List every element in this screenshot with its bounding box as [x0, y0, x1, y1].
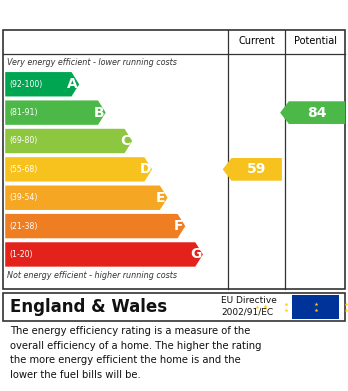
- Text: Energy Efficiency Rating: Energy Efficiency Rating: [9, 7, 211, 22]
- Text: Potential: Potential: [294, 36, 337, 46]
- Polygon shape: [5, 214, 185, 238]
- Polygon shape: [5, 100, 106, 125]
- Text: (39-54): (39-54): [9, 193, 38, 202]
- Text: (92-100): (92-100): [9, 80, 43, 89]
- Polygon shape: [223, 158, 282, 181]
- Text: England & Wales: England & Wales: [10, 298, 168, 316]
- Text: A: A: [67, 77, 78, 91]
- Text: 84: 84: [307, 106, 327, 120]
- Text: Very energy efficient - lower running costs: Very energy efficient - lower running co…: [7, 58, 177, 67]
- Polygon shape: [280, 101, 345, 124]
- Text: Current: Current: [238, 36, 275, 46]
- Text: F: F: [174, 219, 183, 233]
- Text: (81-91): (81-91): [9, 108, 38, 117]
- FancyBboxPatch shape: [292, 295, 339, 319]
- Text: (55-68): (55-68): [9, 165, 38, 174]
- Text: The energy efficiency rating is a measure of the
overall efficiency of a home. T: The energy efficiency rating is a measur…: [10, 326, 262, 380]
- Polygon shape: [5, 242, 203, 267]
- Text: EU Directive
2002/91/EC: EU Directive 2002/91/EC: [221, 296, 277, 317]
- Text: Not energy efficient - higher running costs: Not energy efficient - higher running co…: [7, 271, 177, 280]
- Polygon shape: [5, 157, 152, 181]
- Polygon shape: [5, 129, 132, 153]
- Text: C: C: [120, 134, 131, 148]
- Polygon shape: [5, 186, 167, 210]
- Bar: [3, 293, 345, 321]
- Text: G: G: [191, 248, 202, 262]
- Text: B: B: [94, 106, 104, 120]
- Polygon shape: [5, 72, 79, 97]
- Text: (1-20): (1-20): [9, 250, 33, 259]
- Text: (21-38): (21-38): [9, 222, 38, 231]
- Text: 59: 59: [247, 162, 266, 176]
- Text: (69-80): (69-80): [9, 136, 38, 145]
- Text: E: E: [156, 191, 166, 205]
- Text: D: D: [140, 162, 151, 176]
